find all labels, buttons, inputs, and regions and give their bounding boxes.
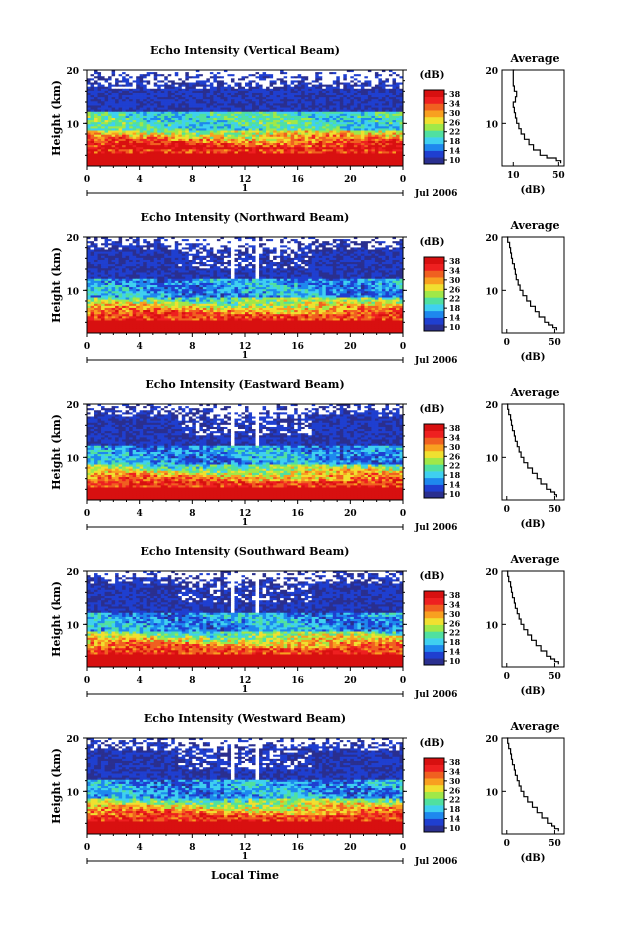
colorbar-swatch [424,137,444,144]
profile-x-tick-label: 10 [507,171,520,181]
x-tick-label: 20 [344,175,357,185]
panel-1: Echo Intensity (Vertical Beam)2010Height… [50,44,565,199]
colorbar-swatch [424,103,444,110]
heatmap [87,70,403,166]
date-label: Jul 2006 [414,189,457,199]
colorbar-tick-label: 10 [449,155,461,165]
profile-y-tick-label: 10 [485,120,498,130]
colorbar-swatch [424,117,444,124]
panel-title: Echo Intensity (Northward Beam) [141,211,350,224]
colorbar-swatch [424,151,444,158]
panel-title: Echo Intensity (Vertical Beam) [150,44,340,57]
profile-frame [502,70,564,166]
profile-y-tick-label: 20 [485,67,498,77]
profile-title: Average [509,52,559,65]
heatmap [87,237,403,333]
colorbar-swatch [424,130,444,137]
panel-2: Echo Intensity (Northward Beam)2010Heigh… [50,211,564,366]
x-tick-label: 16 [291,175,304,185]
profile-x-label: (dB) [521,185,546,196]
day-label: 1 [242,184,248,194]
average-profile: Average 20 10 10 50 (dB) [485,52,564,196]
colorbar-swatch [424,110,444,117]
x-tick-label: 8 [189,175,195,185]
y-tick-label: 10 [66,120,79,130]
colorbar-swatch [424,124,444,131]
y-tick-label: 20 [66,67,79,77]
profile-line [513,70,560,163]
colorbar-swatch [424,157,444,164]
x-axis-label: Local Time [211,869,279,882]
x-tick-label: 0 [84,175,90,185]
profile-x-tick-label: 50 [552,171,565,181]
colorbar: 3834302622181410 [424,89,461,165]
colorbar-swatch [424,144,444,151]
colorbar-label: (dB) [420,70,445,81]
x-tick-label: 0 [400,175,406,185]
colorbar-swatch [424,90,444,97]
colorbar-swatch [424,97,444,104]
y-axis-label: Height (km) [50,80,63,156]
x-tick-label: 4 [137,175,143,185]
